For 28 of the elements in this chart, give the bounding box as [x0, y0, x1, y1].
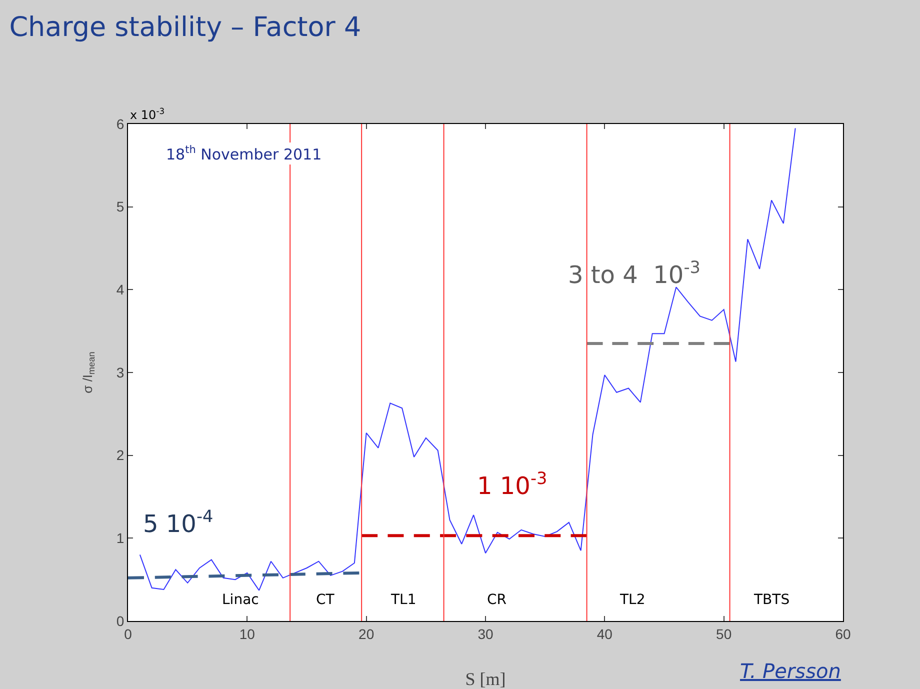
y-tick-label: 0 — [116, 612, 124, 629]
x-tick-label: 30 — [478, 626, 494, 642]
annotation: CR — [487, 592, 507, 608]
y-tick-label: 5 — [116, 198, 124, 215]
annotation: CT — [316, 592, 335, 608]
text: x 10$^{-3}$ — [130, 106, 165, 122]
chart-title: Charge stability – Factor 4 — [9, 12, 362, 44]
x-tick-label: 50 — [716, 626, 732, 642]
annotation: TBTS — [753, 592, 790, 608]
annotation: 1 10$^{-3}$ — [477, 468, 548, 500]
line-series — [139, 128, 796, 591]
annotation: TL2 — [619, 592, 646, 608]
annotation: 5 10$^{-4}$ — [143, 506, 214, 538]
x-tick-label: 20 — [358, 626, 374, 642]
annotation: 3 to 4 10$^{-3}$ — [568, 257, 700, 290]
x-tick-label: 60 — [835, 626, 851, 642]
x-tick-label: 40 — [596, 626, 613, 642]
annotation: TL1 — [390, 592, 416, 608]
y-tick-label: 6 — [116, 116, 124, 132]
annotation: Linac — [222, 592, 259, 608]
y-tick-label: 3 — [116, 364, 124, 380]
y-tick-label: 4 — [116, 282, 124, 298]
y-tick-label: 2 — [116, 447, 124, 464]
y-tick-label: 1 — [116, 530, 124, 546]
text: T. Persson — [740, 659, 841, 683]
annotation: 18$^{th}$ November 2011 — [166, 144, 322, 164]
x-axis-title: S [m] — [465, 669, 506, 689]
x-tick-label: 10 — [239, 626, 256, 642]
